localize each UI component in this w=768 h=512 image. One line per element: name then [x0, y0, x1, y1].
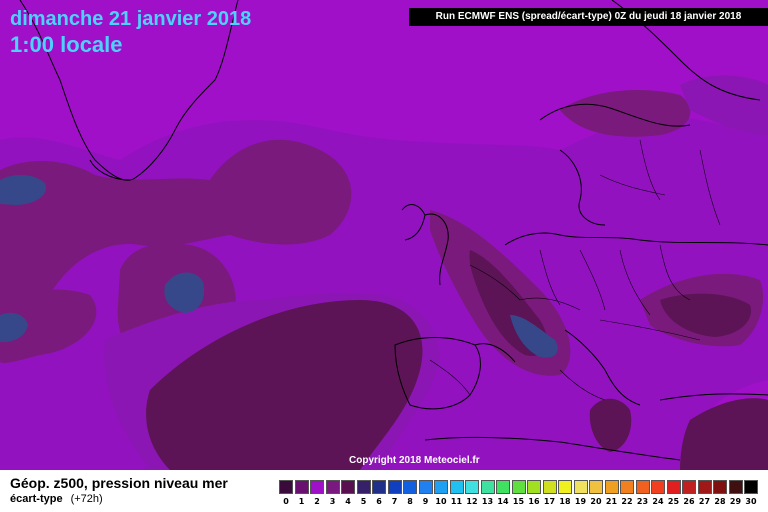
legend-swatch-20: [589, 480, 603, 494]
spread-band-8: [680, 75, 768, 135]
spread-band-13: [589, 398, 632, 452]
legend-swatch-28: [713, 480, 727, 494]
legend-label-30: 30: [745, 497, 757, 506]
spread-band-3: [0, 289, 97, 363]
legend-label-7: 7: [391, 497, 398, 506]
lead-time-label: (+72h): [70, 493, 103, 505]
forecast-local-time: 1:00 locale: [10, 32, 123, 57]
legend-label-24: 24: [652, 497, 664, 506]
legend-swatch-7: [387, 480, 402, 494]
legend-swatch-15: [511, 480, 526, 494]
legend-swatch-23: [635, 480, 650, 494]
subparameter-label: écart-type: [10, 493, 63, 505]
legend-label-15: 15: [512, 497, 525, 506]
legend-swatch-9: [418, 480, 433, 494]
legend-label-22: 22: [621, 497, 633, 506]
legend-swatch-22: [620, 480, 634, 494]
legend-label-23: 23: [636, 497, 649, 506]
legend-swatch-1: [294, 480, 309, 494]
legend-swatch-10: [434, 480, 448, 494]
legend-label-3: 3: [329, 497, 336, 506]
forecast-date: dimanche 21 janvier 2018: [10, 8, 252, 30]
legend-swatch-0: [279, 480, 293, 494]
legend-label-1: 1: [298, 497, 305, 506]
legend-label-2: 2: [314, 497, 320, 506]
legend-label-21: 21: [605, 497, 618, 506]
legend-swatch-11: [449, 480, 464, 494]
coastlines: [19, 0, 768, 461]
parameter-subtitle: écart-type (+72h): [10, 493, 103, 506]
legend-swatch-24: [651, 480, 665, 494]
legend-swatch-25: [666, 480, 681, 494]
legend-swatch-8: [403, 480, 417, 494]
spread-core-4: [510, 315, 558, 358]
legend-label-16: 16: [528, 497, 540, 506]
spread-core-2: [164, 272, 205, 313]
legend-label-0: 0: [283, 497, 289, 506]
legend-label-11: 11: [450, 497, 463, 506]
legend-label-5: 5: [360, 497, 367, 506]
legend-label-10: 10: [435, 497, 447, 506]
legend-label-14: 14: [497, 497, 509, 506]
spread-band-12: [660, 293, 751, 337]
legend-swatch-6: [372, 480, 386, 494]
forecast-map: [0, 0, 768, 470]
legend-swatch-27: [697, 480, 712, 494]
legend-label-19: 19: [574, 497, 587, 506]
spread-band-6: [146, 300, 423, 470]
legend-label-17: 17: [543, 497, 556, 506]
legend-swatch-17: [542, 480, 557, 494]
legend-swatch-2: [310, 480, 324, 494]
legend-swatch-12: [465, 480, 479, 494]
legend-label-9: 9: [422, 497, 429, 506]
legend-swatch-21: [604, 480, 619, 494]
color-scale-legend: 0 1 2 3 4 5 6 7 8 9 10 11 12 13 14 15 16 17 18 19 20 21 22 23 24…: [279, 480, 758, 510]
spread-core-1: [0, 174, 46, 205]
legend-label-26: 26: [683, 497, 695, 506]
borders: [429, 139, 721, 401]
legend-swatch-4: [341, 480, 355, 494]
legend-swatch-18: [558, 480, 572, 494]
legend-swatch-29: [728, 480, 743, 494]
legend-swatch-14: [496, 480, 510, 494]
legend-swatch-5: [356, 480, 371, 494]
parameter-name: Géop. z500, pression niveau mer: [10, 475, 228, 491]
legend-label-29: 29: [729, 497, 742, 506]
legend-label-12: 12: [466, 497, 478, 506]
legend-label-13: 13: [481, 497, 494, 506]
legend-label-28: 28: [714, 497, 726, 506]
legend-swatch-3: [325, 480, 340, 494]
legend-label-18: 18: [559, 497, 571, 506]
legend-label-8: 8: [407, 497, 413, 506]
spread-core-3: [0, 312, 28, 343]
run-info-banner: Run ECMWF ENS (spread/écart-type) 0Z du …: [409, 8, 768, 26]
copyright-notice: Copyright 2018 Meteociel.fr: [349, 455, 480, 466]
legend-swatch-16: [527, 480, 541, 494]
legend-swatch-13: [480, 480, 495, 494]
legend-swatch-30: [744, 480, 758, 494]
spread-band-14: [680, 398, 768, 470]
legend-swatch-19: [573, 480, 588, 494]
legend-label-27: 27: [698, 497, 711, 506]
legend-label-6: 6: [376, 497, 382, 506]
legend-label-4: 4: [345, 497, 351, 506]
legend-label-25: 25: [667, 497, 680, 506]
legend-label-20: 20: [590, 497, 602, 506]
legend-swatch-26: [682, 480, 696, 494]
